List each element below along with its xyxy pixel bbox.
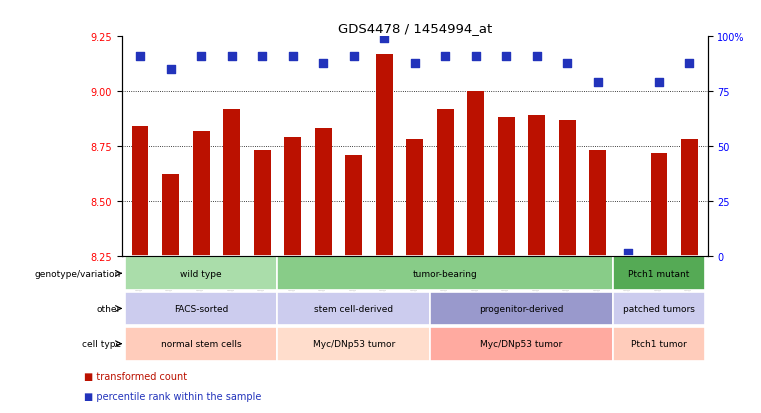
Text: tumor-bearing: tumor-bearing <box>413 269 478 278</box>
Point <box>287 54 299 60</box>
Point <box>653 80 665 86</box>
Text: ■ percentile rank within the sample: ■ percentile rank within the sample <box>84 392 261 401</box>
Point <box>256 54 268 60</box>
Text: cell type: cell type <box>82 339 121 348</box>
Bar <box>613 257 705 290</box>
Point <box>225 54 237 60</box>
Point <box>470 54 482 60</box>
Point <box>134 54 146 60</box>
Point <box>530 54 543 60</box>
Bar <box>559 120 576 256</box>
Bar <box>223 109 240 256</box>
Bar <box>125 327 278 361</box>
Point <box>562 60 574 67</box>
Bar <box>437 109 454 256</box>
Bar <box>528 116 545 256</box>
Bar <box>430 327 613 361</box>
Point <box>439 54 451 60</box>
Text: patched tumors: patched tumors <box>623 304 695 313</box>
Text: other: other <box>97 304 121 313</box>
Point <box>378 36 390 43</box>
Point <box>592 80 604 86</box>
Bar <box>125 257 278 290</box>
Bar <box>406 140 423 256</box>
Bar <box>590 151 607 256</box>
Text: Ptch1 mutant: Ptch1 mutant <box>629 269 689 278</box>
Bar <box>613 292 705 325</box>
Bar <box>376 55 393 256</box>
Point <box>622 251 635 257</box>
Bar <box>162 175 179 256</box>
Point <box>500 54 512 60</box>
Bar <box>651 153 667 256</box>
Text: Myc/DNp53 tumor: Myc/DNp53 tumor <box>313 339 395 348</box>
Bar <box>285 138 301 256</box>
Point <box>683 60 696 67</box>
Point <box>348 54 360 60</box>
Text: Ptch1 tumor: Ptch1 tumor <box>631 339 686 348</box>
Bar <box>613 327 705 361</box>
Text: normal stem cells: normal stem cells <box>161 339 241 348</box>
Bar <box>125 292 278 325</box>
Text: stem cell-derived: stem cell-derived <box>314 304 393 313</box>
Bar <box>132 127 148 256</box>
Title: GDS4478 / 1454994_at: GDS4478 / 1454994_at <box>338 21 492 35</box>
Bar <box>193 131 209 256</box>
Bar <box>253 151 271 256</box>
Point <box>195 54 207 60</box>
Bar <box>278 292 430 325</box>
Point <box>164 67 177 74</box>
Text: wild type: wild type <box>180 269 222 278</box>
Text: genotype/variation: genotype/variation <box>35 269 121 278</box>
Bar <box>315 129 332 256</box>
Text: ■ transformed count: ■ transformed count <box>84 371 187 381</box>
Point <box>317 60 330 67</box>
Text: Myc/DNp53 tumor: Myc/DNp53 tumor <box>480 339 562 348</box>
Bar <box>345 155 362 256</box>
Bar <box>430 292 613 325</box>
Bar <box>278 257 613 290</box>
Bar <box>278 327 430 361</box>
Text: FACS-sorted: FACS-sorted <box>174 304 228 313</box>
Bar <box>498 118 514 256</box>
Bar <box>467 92 484 256</box>
Text: progenitor-derived: progenitor-derived <box>479 304 564 313</box>
Bar <box>681 140 698 256</box>
Point <box>409 60 421 67</box>
